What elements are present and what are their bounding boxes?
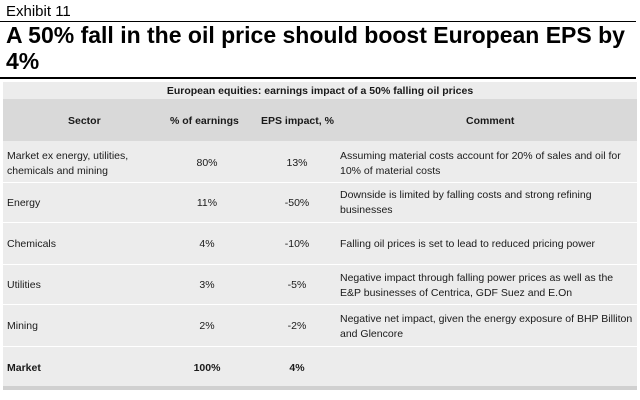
table-caption: European equities: earnings impact of a …: [166, 85, 474, 97]
cell-comment: Negative impact through falling power pr…: [340, 272, 614, 299]
cell-comment: Negative net impact, given the energy ex…: [340, 313, 633, 340]
cell-pct-earnings: 11%: [196, 197, 218, 209]
cell-sector: Energy: [7, 197, 41, 209]
cell-sector: Mining: [7, 320, 38, 332]
row-divider: [3, 182, 637, 183]
earnings-impact-table: European equities: earnings impact of a …: [3, 82, 637, 390]
cell-comment: Assuming material costs account for 20% …: [340, 150, 621, 177]
page-title: A 50% fall in the oil price should boost…: [6, 22, 625, 74]
row-divider: [3, 222, 637, 223]
cell-pct-earnings: 80%: [196, 157, 218, 169]
row-divider: [3, 346, 637, 347]
cell-pct-earnings: 3%: [199, 279, 215, 291]
total-eps-impact: 4%: [289, 362, 305, 374]
cell-eps-impact: -50%: [284, 197, 310, 209]
header-pct-earnings: % of earnings: [170, 115, 239, 127]
row-divider: [3, 304, 637, 305]
cell-comment: Downside is limited by falling costs and…: [340, 189, 592, 216]
header-sector: Sector: [68, 115, 101, 127]
header-comment: Comment: [466, 115, 515, 127]
table-header-row: [3, 99, 637, 141]
title-underline: [0, 77, 636, 79]
cell-eps-impact: -10%: [284, 238, 310, 250]
cell-pct-earnings: 4%: [199, 238, 215, 250]
total-sector: Market: [7, 362, 41, 374]
exhibit-label: Exhibit 11: [6, 3, 71, 20]
top-rule: [0, 21, 636, 22]
cell-pct-earnings: 2%: [199, 320, 215, 332]
cell-sector: Market ex energy, utilities, chemicals a…: [7, 150, 129, 177]
row-divider: [3, 264, 637, 265]
table-bottom-border: [3, 386, 637, 390]
cell-comment: Falling oil prices is set to lead to red…: [340, 238, 596, 250]
cell-sector: Utilities: [7, 279, 41, 291]
cell-sector: Chemicals: [7, 238, 57, 250]
cell-eps-impact: -2%: [287, 320, 307, 332]
total-pct-earnings: 100%: [193, 362, 221, 374]
cell-eps-impact: 13%: [286, 157, 308, 169]
header-eps-impact: EPS impact, %: [261, 115, 334, 127]
cell-eps-impact: -5%: [287, 279, 307, 291]
